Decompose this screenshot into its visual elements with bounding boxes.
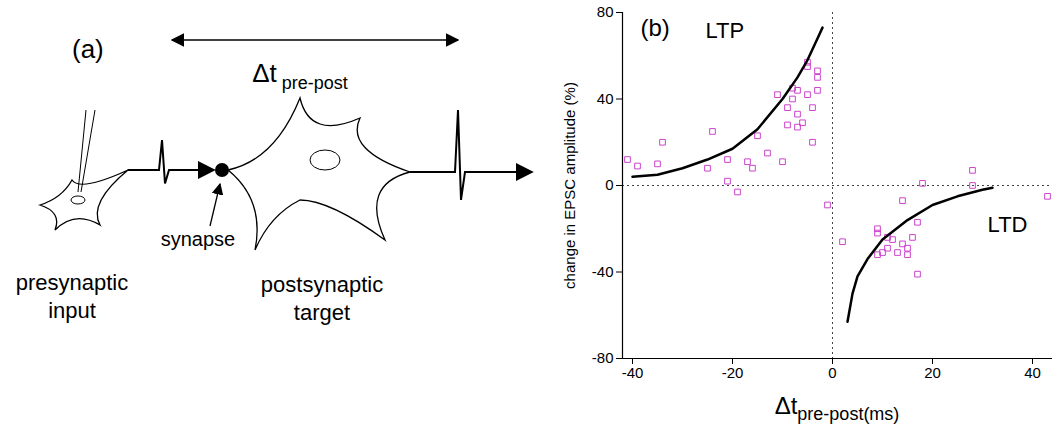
svg-text:postsynaptictarget: postsynaptictarget	[261, 272, 383, 325]
svg-text:change in EPSC amplitude (%): change in EPSC amplitude (%)	[561, 82, 578, 289]
svg-text:-40: -40	[592, 263, 614, 280]
html-text:Δtpre-post(ms): Δtpre-post(ms)	[774, 392, 900, 424]
svg-text:synapse: synapse	[161, 228, 236, 250]
svg-text:presynapticinput: presynapticinput	[16, 270, 129, 323]
svg-text:-80: -80	[592, 349, 614, 366]
svg-text:80: 80	[597, 3, 614, 20]
svg-text:Δt pre-post: Δt pre-post	[252, 58, 348, 93]
svg-text:0: 0	[828, 364, 836, 381]
svg-text:(b): (b)	[641, 14, 670, 41]
svg-text:40: 40	[1024, 364, 1041, 381]
svg-text:-20: -20	[722, 364, 744, 381]
svg-text:(a): (a)	[72, 34, 104, 64]
svg-text:40: 40	[597, 90, 614, 107]
svg-text:0: 0	[605, 176, 613, 193]
svg-text:LTD: LTD	[988, 212, 1028, 237]
svg-text:20: 20	[924, 364, 941, 381]
svg-text:LTP: LTP	[706, 18, 745, 43]
svg-text:-40: -40	[622, 364, 644, 381]
